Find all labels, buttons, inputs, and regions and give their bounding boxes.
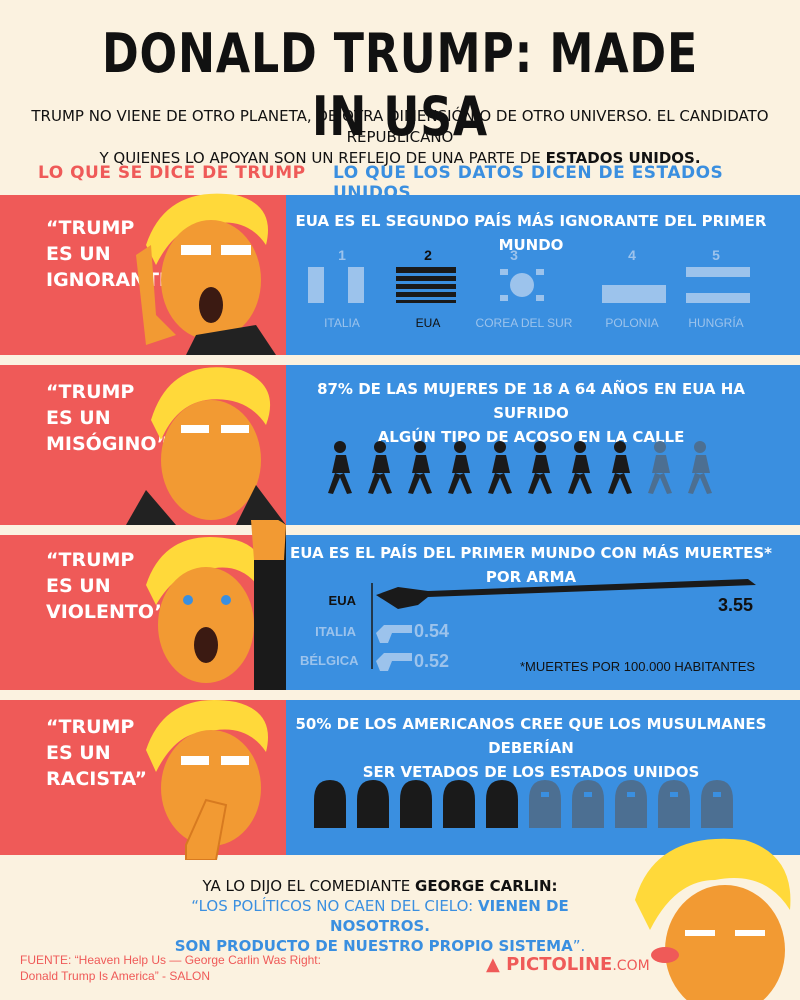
veiled-person-icon: [615, 780, 647, 828]
intro-text: TRUMP NO VIENE DE OTRO PLANETA, DE OTRA …: [20, 106, 780, 169]
row-violento: “TRUMP ES UN VIOLENTO” EUA ES EL PAÍS DEL …: [0, 520, 800, 690]
rank-5: 5: [712, 247, 720, 263]
footer-quote-1a: “LOS POLÍTICOS NO CAEN DEL CIELO:: [191, 897, 474, 915]
page-title: DONALD TRUMP: MADE IN USA: [101, 22, 699, 148]
woman-walking-icon: [648, 441, 672, 494]
rank-3: 3: [510, 247, 518, 263]
gun-label-eua: EUA: [328, 593, 356, 608]
quote-misogino: “TRUMP ES UN MISÓGINO”: [46, 381, 170, 455]
footer-intro: YA LO DIJO EL COMEDIANTE: [202, 877, 411, 895]
flag-polonia-icon: [602, 285, 666, 303]
footer-quote-1b: VIENEN DE NOSOTROS.: [330, 897, 569, 935]
gun-label-belgica: BÉLGICA: [300, 653, 359, 668]
footer-name: GEORGE CARLIN:: [415, 877, 558, 895]
flag-korea-icon: [500, 269, 544, 301]
intro-line-1: TRUMP NO VIENE DE OTRO PLANETA, DE OTRA …: [31, 107, 769, 146]
veiled-person-icon: [529, 780, 561, 828]
country-italia: ITALIA: [324, 316, 360, 330]
rank-1: 1: [338, 247, 346, 263]
woman-walking-icon: [328, 441, 352, 494]
veiled-person-icon: [486, 780, 518, 828]
guns-chart: [371, 579, 756, 671]
brand-name: PICTOLINE: [506, 954, 613, 975]
brand-suffix: .COM: [612, 958, 650, 974]
row-racista-title: 50% DE LOS AMERICANOS CREE QUE LOS MUSUL…: [295, 715, 767, 781]
gun-value-belgica: 0.52: [414, 651, 450, 671]
intro-line-2: Y QUIENES LO APOYAN SON UN REFLEJO DE UN…: [99, 149, 541, 167]
woman-walking-icon: [448, 441, 472, 494]
trump-face-icon: [126, 367, 286, 525]
footer-quote: YA LO DIJO EL COMEDIANTE GEORGE CARLIN: …: [150, 876, 610, 956]
trump-face-icon: [136, 193, 276, 355]
row-misogino: “TRUMP ES UN MISÓGINO” 87% DE LAS MUJERES …: [0, 365, 800, 525]
veiled-person-icon: [572, 780, 604, 828]
revolver-icon-italia: [376, 625, 412, 643]
trump-face-icon: [146, 520, 286, 690]
veiled-person-icon: [357, 780, 389, 828]
woman-walking-icon: [528, 441, 552, 494]
left-column-header: LO QUE SE DICE DE TRUMP: [38, 163, 306, 183]
woman-walking-icon: [688, 441, 712, 494]
flag-italia-icon: [308, 267, 364, 303]
woman-walking-icon: [608, 441, 632, 494]
veiled-person-icon: [400, 780, 432, 828]
quote-racista: “TRUMP ES UN RACISTA”: [46, 716, 147, 790]
gun-label-italia: ITALIA: [315, 624, 356, 639]
veiled-person-icon: [701, 780, 733, 828]
quote-violento: “TRUMP ES UN VIOLENTO”: [46, 549, 167, 623]
country-polonia: POLONIA: [605, 316, 659, 330]
veiled-person-icon: [658, 780, 690, 828]
footer-quote-2-end: ”.: [572, 937, 586, 955]
trump-face-icon: [146, 700, 268, 860]
intro-line-2-bold: ESTADOS UNIDOS.: [545, 149, 701, 167]
women-pictogram: [328, 441, 712, 494]
country-corea: COREA DEL SUR: [475, 316, 573, 330]
veiled-pictogram: [314, 780, 733, 828]
country-hungria: HUNGRÍA: [688, 316, 744, 330]
country-eua: EUA: [415, 316, 441, 330]
shotgun-icon: [376, 579, 756, 609]
source-text: FUENTE: “Heaven Help Us — George Carlin …: [20, 953, 321, 983]
gun-value-eua: 3.55: [718, 595, 754, 615]
rank-2: 2: [424, 247, 432, 263]
woman-walking-icon: [568, 441, 592, 494]
woman-walking-icon: [488, 441, 512, 494]
row-misogino-title: 87% DE LAS MUJERES DE 18 A 64 AÑOS EN EU…: [317, 380, 745, 446]
row-violento-title: EUA ES EL PAÍS DEL PRIMER MUNDO CON MÁS …: [289, 544, 772, 586]
woman-walking-icon: [368, 441, 392, 494]
gun-note: *MUERTES POR 100.000 HABITANTES: [520, 659, 756, 674]
veiled-person-icon: [314, 780, 346, 828]
flag-usa-icon: [396, 267, 456, 303]
row-ignorante-title: EUA ES EL SEGUNDO PAÍS MÁS IGNORANTE DEL…: [295, 212, 767, 254]
woman-walking-icon: [408, 441, 432, 494]
brand-logo[interactable]: ▲ PICTOLINE.COM: [486, 954, 650, 975]
trump-corner-face-icon: [635, 838, 791, 1000]
veiled-person-icon: [443, 780, 475, 828]
flags-row: [308, 267, 750, 303]
gun-value-italia: 0.54: [414, 621, 450, 641]
footer-quote-2: SON PRODUCTO DE NUESTRO PROPIO SISTEMA: [174, 937, 573, 955]
row-ignorante: “TRUMP ES UN IGNORANTE” EUA ES EL SEGUNDO …: [0, 193, 800, 355]
pig-icon: ▲: [486, 954, 500, 975]
revolver-icon-belgica: [376, 653, 412, 671]
rank-4: 4: [628, 247, 636, 263]
flag-hungria-icon: [686, 267, 750, 303]
row-racista: “TRUMP ES UN RACISTA” 50% DE LOS AMERICANO…: [0, 700, 800, 860]
